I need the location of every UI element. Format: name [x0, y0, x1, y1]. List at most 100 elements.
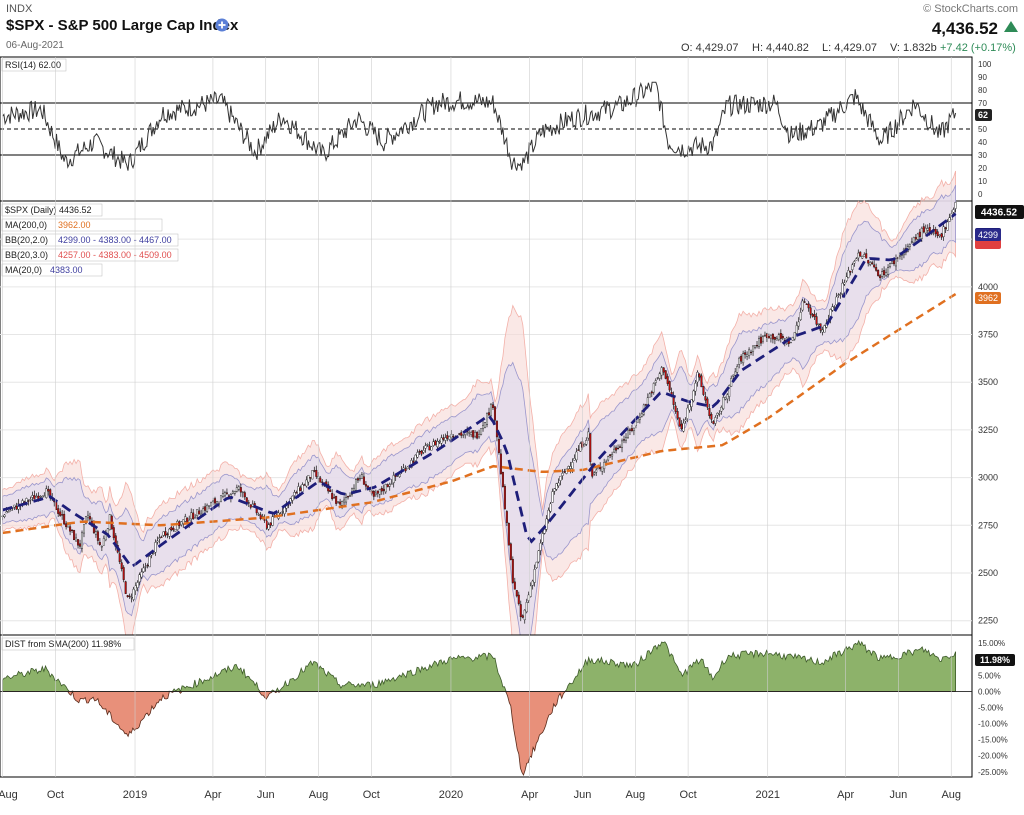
candle-body: [539, 542, 542, 551]
candle-body: [249, 504, 252, 508]
candle-body: [148, 556, 151, 568]
candle-body: [398, 474, 401, 478]
candle-body: [726, 394, 729, 400]
dist-tick-label: -10.00%: [978, 720, 1008, 729]
candle-body: [611, 454, 614, 457]
candle-body: [871, 262, 874, 265]
candle-body: [617, 447, 620, 450]
candle-body: [698, 373, 701, 378]
candle-body: [440, 437, 443, 444]
candle-body: [13, 504, 16, 508]
candle-body: [364, 484, 367, 487]
candle-body: [122, 567, 125, 580]
candle-body: [775, 338, 778, 341]
candle-body: [708, 407, 711, 417]
candle-body: [553, 488, 556, 492]
candle-body: [41, 495, 44, 498]
candle-body: [531, 580, 534, 586]
candle-body: [894, 258, 897, 267]
candle-body: [843, 282, 846, 285]
candle-body: [644, 404, 647, 406]
x-tick-label: Jun: [257, 789, 275, 801]
candle-body: [936, 231, 939, 237]
candle-body: [450, 433, 453, 438]
candle-body: [174, 529, 177, 532]
candle-body: [551, 491, 554, 503]
candle-body: [700, 375, 703, 388]
candle-body: [523, 609, 526, 621]
price-tick-label: 2250: [978, 616, 998, 626]
ma200-line: [2, 293, 957, 535]
ma200-tag: 3962: [975, 292, 1001, 304]
date-label: 06-Aug-2021: [6, 40, 64, 51]
candle-body: [682, 422, 685, 432]
x-tick-label: Jun: [890, 789, 908, 801]
rsi-tick-label: 80: [978, 86, 987, 95]
candle-body: [799, 312, 802, 320]
candle-body: [470, 432, 473, 435]
candle-body: [349, 495, 352, 497]
legend-bb2-value: 4299.00 - 4383.00 - 4467.00: [58, 235, 172, 245]
candle-body: [204, 506, 207, 511]
candle-body: [666, 376, 669, 384]
ohlc-volume: V: 1.832b: [890, 42, 937, 54]
candle-body: [5, 511, 8, 514]
candle-body: [341, 501, 344, 506]
price-tick-label: 3750: [978, 330, 998, 340]
candle-body: [79, 543, 82, 547]
candle-body: [480, 428, 483, 435]
price-tick-label: 2500: [978, 568, 998, 578]
candle-body: [98, 542, 101, 545]
bollinger-2sd-band: [2, 185, 956, 650]
candle-body: [621, 440, 624, 448]
candle-body: [214, 498, 217, 504]
candle-body: [102, 538, 105, 546]
candle-body: [468, 432, 471, 434]
candle-body: [374, 492, 377, 495]
candle-body: [696, 371, 699, 383]
dist-tick-label: 5.00%: [978, 671, 1001, 680]
candle-body: [658, 373, 661, 379]
candle-body: [835, 296, 838, 306]
dist-tick-label: 15.00%: [978, 639, 1005, 648]
candle-body: [237, 486, 240, 490]
candle-body: [194, 517, 197, 519]
candle-body: [92, 523, 95, 533]
candle-body: [599, 466, 602, 470]
candle-body: [797, 321, 800, 327]
candle-body: [345, 497, 348, 503]
candle-body: [898, 255, 901, 257]
candle-body: [777, 334, 780, 341]
candle-body: [295, 492, 298, 494]
candle-body: [748, 349, 751, 356]
candle-body: [176, 521, 179, 531]
candle-body: [831, 306, 834, 311]
candle-body: [432, 441, 435, 446]
dist-value-label: 11.98%: [980, 655, 1010, 665]
x-tick-label: Aug: [941, 789, 961, 801]
candle-body: [567, 466, 570, 470]
candle-body: [944, 227, 947, 230]
candle-body: [924, 227, 927, 234]
add-icon[interactable]: [215, 18, 229, 32]
candle-body: [452, 436, 455, 438]
candle-body: [358, 478, 361, 480]
price-legend: $SPX (Daily) 4436.52 MA(200,0) 3962.00 B…: [1, 203, 179, 277]
candle-body: [168, 528, 171, 537]
legend-ma20-value: 4383.00: [50, 265, 83, 275]
page-title: $SPX - S&P 500 Large Cap Index: [6, 17, 239, 34]
candle-body: [722, 397, 725, 409]
candle-body: [472, 430, 475, 438]
x-tick-label: Aug: [309, 789, 329, 801]
candle-body: [448, 436, 451, 440]
candle-body: [376, 490, 379, 494]
rsi-line: [2, 81, 957, 171]
candle-body: [952, 209, 955, 213]
x-tick-label: Oct: [47, 789, 64, 801]
candle-body: [730, 378, 733, 387]
candle-body: [926, 228, 929, 231]
candle-body: [771, 333, 774, 340]
candle-body: [339, 501, 342, 505]
x-tick-label: Oct: [363, 789, 380, 801]
ohlc-high: H: 4,440.82: [752, 42, 809, 54]
